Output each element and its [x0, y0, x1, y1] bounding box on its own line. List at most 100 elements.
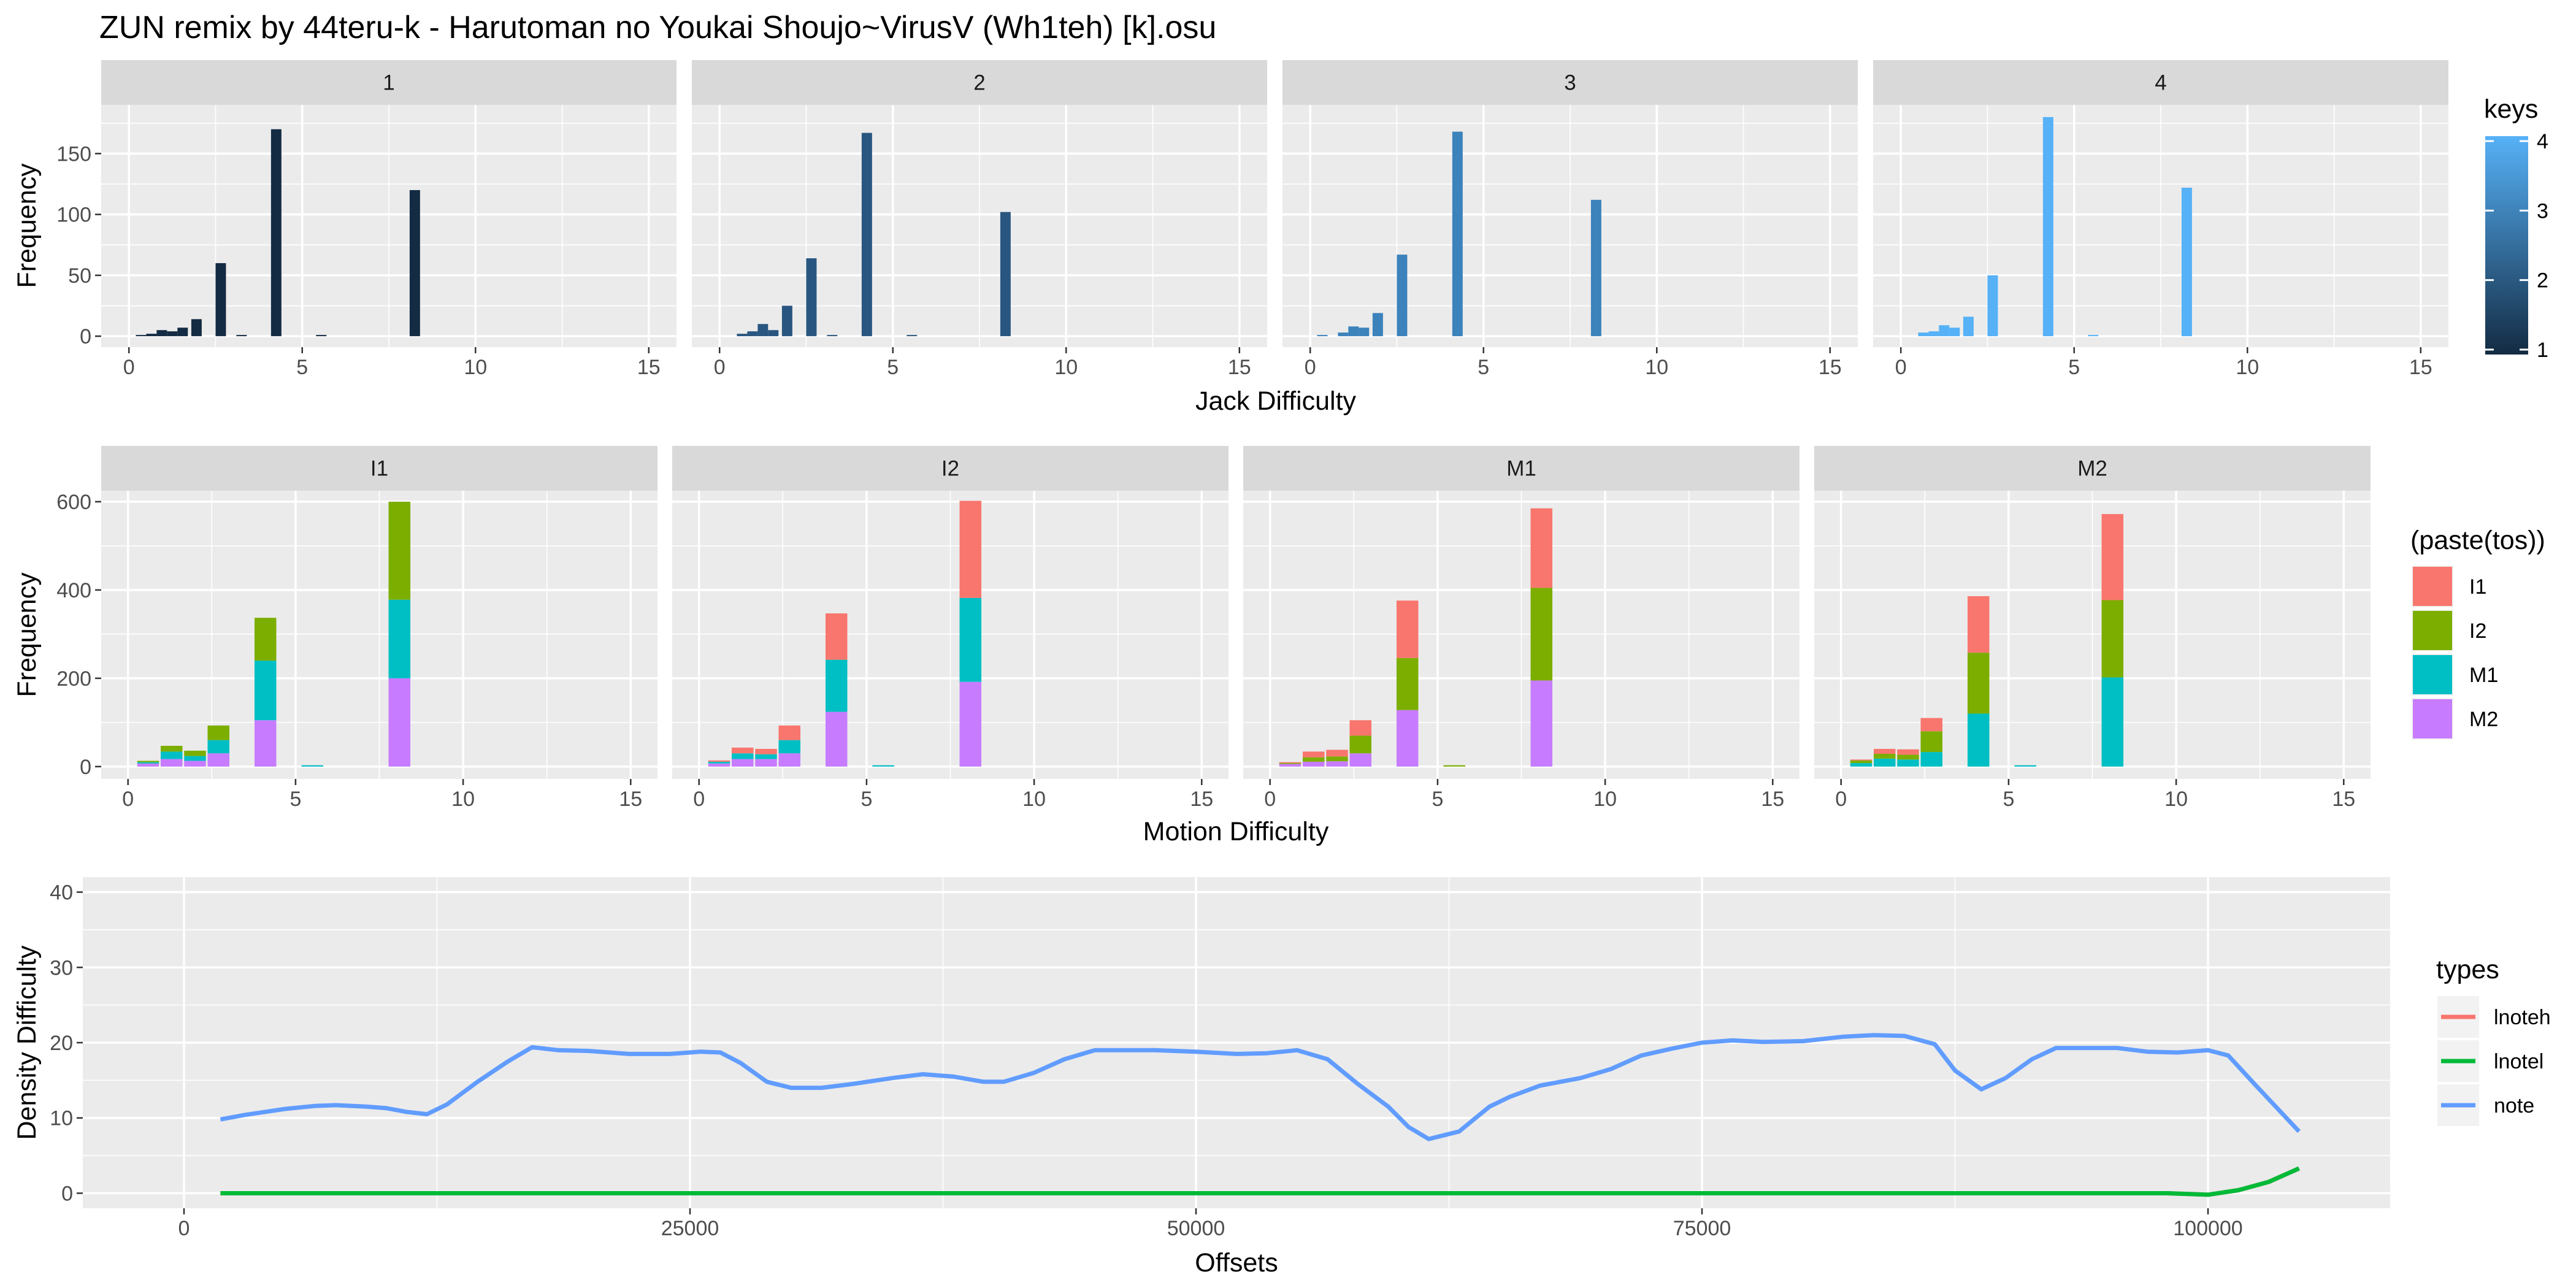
motion-panel-I2-x-tick-label: 15: [1190, 788, 1213, 811]
jack-panel-1-y-tick-label: 50: [68, 264, 91, 288]
jack-panel-2-x-tick-label: 0: [714, 356, 726, 379]
jack-panel-3-strip-label: 3: [1564, 71, 1576, 95]
motion-bar-segment-I2: [137, 761, 159, 762]
jack-bar: [781, 305, 792, 337]
motion-bar-segment-M2: [207, 753, 229, 767]
motion-bar-segment-M1: [872, 765, 894, 767]
motion-panel-I2-strip: [672, 446, 1229, 491]
jack-bar: [270, 129, 282, 337]
motion-panel-M1-x-tick-label: 15: [1761, 788, 1784, 811]
jack-bar: [167, 331, 178, 337]
types-legend-title: types: [2436, 955, 2499, 984]
jack-panel-4-x-tick-label: 5: [2068, 356, 2080, 379]
motion-bar-segment-M2: [1349, 753, 1371, 767]
density-panel-x-tick-label: 25000: [661, 1217, 719, 1240]
jack-bar: [1939, 325, 1950, 337]
jack-panel-1-y-tick-label: 0: [80, 325, 91, 348]
motion-bar-segment-I2: [1850, 760, 1873, 764]
motion-bar-segment-M2: [388, 678, 411, 767]
motion-panel-I2-x-tick-label: 10: [1022, 788, 1046, 811]
jack-panel-2-strip: [692, 60, 1267, 105]
jack-panel-4-strip-label: 4: [2155, 71, 2166, 95]
density-panel-x-tick-label: 100000: [2173, 1217, 2242, 1240]
types-legend-label: lnoteh: [2494, 1006, 2551, 1029]
motion-bar-segment-M1: [1920, 752, 1942, 767]
density-panel-y-tick-label: 40: [50, 881, 73, 905]
motion-panel-I1-x-tick-label: 15: [619, 788, 642, 811]
jack-bar: [156, 330, 167, 337]
motion-bar-segment-M1: [1967, 713, 1990, 767]
density-panel-y-tick-label: 10: [50, 1107, 73, 1130]
jack-panel-1-y-tick-label: 150: [56, 142, 91, 166]
density-panel-y-tick-label: 30: [50, 956, 73, 979]
density-line-note: [220, 1033, 2301, 1141]
motion-bar-segment-I1: [1326, 749, 1348, 757]
jack-bar: [1338, 332, 1349, 337]
jack-panel-2-strip-label: 2: [973, 71, 985, 95]
motion-bar-segment-M1: [254, 661, 277, 721]
motion-bar-segment-I2: [1873, 753, 1896, 759]
jack-bar: [1359, 328, 1370, 337]
jack-panel-4-x-tick-label: 0: [1895, 356, 1907, 379]
jack-bar: [1918, 332, 1929, 337]
density-panel-y-tick-label: 0: [61, 1182, 73, 1205]
motion-bar-segment-M2: [1326, 761, 1348, 767]
tos-legend-label: I2: [2469, 619, 2486, 643]
motion-bar-segment-M1: [731, 753, 754, 759]
jack-bar: [1949, 328, 1960, 337]
motion-bar-segment-I2: [1396, 657, 1419, 710]
jack-bar: [236, 335, 247, 337]
jack-panel-1-x-tick-label: 5: [296, 356, 308, 379]
motion-bar-segment-M1: [959, 597, 982, 682]
legends-layer: keys 1 2 3 4 (paste(tos)) I1 I2 M1 M2 types lnoteh l…: [2410, 94, 2551, 1126]
jack-bar: [409, 190, 420, 337]
motion-bar-segment-I1: [778, 725, 800, 740]
motion-panel-M1-strip-label: M1: [1506, 457, 1536, 481]
keys-legend-label: 2: [2537, 269, 2548, 293]
motion-panel-M1-x-tick-label: 0: [1264, 788, 1276, 811]
figure-title: ZUN remix by 44teru-k - Harutoman no You…: [99, 10, 1216, 45]
jack-bar: [1317, 335, 1328, 337]
jack-bar: [806, 258, 817, 337]
motion-bar-segment-M2: [778, 753, 800, 767]
density-panel-x-tick-label: 50000: [1167, 1217, 1225, 1240]
motion-bar-segment-I1: [755, 749, 777, 754]
motion-bar-segment-M1: [301, 765, 323, 767]
motion-bar-segment-I2: [1349, 735, 1371, 754]
motion-bar-segment-I1: [1873, 749, 1896, 754]
motion-bar-segment-M2: [254, 720, 277, 767]
motion-panel-I1-y-tick-label: 0: [80, 756, 91, 779]
jack-panel-1-strip: [101, 60, 677, 105]
jack-x-axis-title: Jack Difficulty: [1195, 386, 1357, 416]
motion-bar-segment-M1: [825, 659, 848, 712]
jack-bar: [1348, 326, 1359, 337]
jack-panel-3-x-tick-label: 15: [1819, 356, 1842, 379]
motion-bar-segment-M2: [160, 759, 183, 767]
density-panel-y-tick-label: 20: [50, 1032, 73, 1055]
jack-panel-3-strip: [1282, 60, 1858, 105]
motion-panel-M2-x-tick-label: 15: [2332, 788, 2355, 811]
motion-panel-I1-strip-label: I1: [370, 457, 388, 481]
jack-panel-2-x-tick-label: 15: [1228, 356, 1251, 379]
motion-panel-I2-strip-label: I2: [941, 457, 959, 481]
jack-bar: [737, 334, 748, 337]
jack-bar: [136, 335, 147, 337]
jack-panel-3-x-tick-label: 5: [1478, 356, 1489, 379]
motion-panel-M1-x-tick-label: 5: [1432, 788, 1443, 811]
motion-bar-segment-I1: [1302, 751, 1325, 757]
motion-bar-segment-I2: [1967, 653, 1990, 714]
motion-bar-segment-I1: [1396, 600, 1419, 658]
motion-panel-M2-x-tick-label: 10: [2164, 788, 2188, 811]
motion-bar-segment-M2: [1396, 710, 1419, 767]
motion-bar-segment-I1: [959, 500, 982, 598]
keys-legend-label: 3: [2537, 199, 2548, 223]
keys-legend-label: 1: [2537, 339, 2548, 362]
jack-panel-2-x-tick-label: 10: [1054, 356, 1078, 379]
motion-bar-segment-I1: [1850, 759, 1873, 761]
motion-x-axis-title: Motion Difficulty: [1143, 817, 1329, 846]
jack-bar: [1590, 199, 1601, 337]
jack-bar: [177, 328, 188, 337]
keys-legend-title: keys: [2484, 94, 2538, 124]
